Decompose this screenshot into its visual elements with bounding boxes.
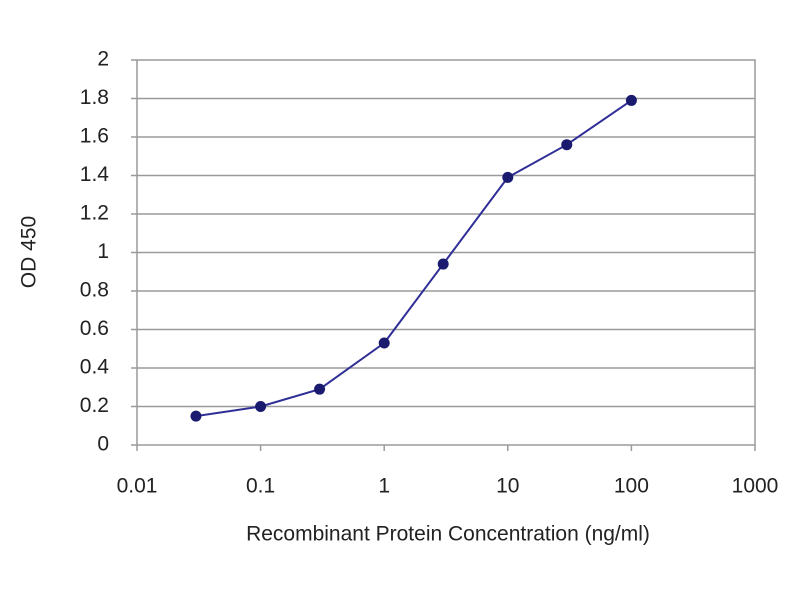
- x-tick-label: 100: [614, 475, 649, 498]
- data-point: [437, 258, 449, 270]
- y-tick-label: 0.4: [80, 356, 110, 379]
- data-point: [502, 171, 514, 183]
- data-point: [561, 139, 573, 151]
- data-point: [255, 401, 267, 412]
- data-point: [190, 410, 202, 422]
- y-tick-label: 1.4: [80, 163, 110, 186]
- y-tick-label: 0: [97, 433, 109, 456]
- y-tick-label: 0.2: [80, 394, 109, 417]
- x-tick-label: 1000: [732, 475, 779, 498]
- x-tick-label: 0.1: [246, 475, 275, 498]
- y-tick-label: 1.6: [80, 125, 109, 148]
- data-point: [314, 383, 326, 395]
- y-tick-label: 0.6: [80, 317, 109, 340]
- x-tick-label: 1: [378, 475, 390, 498]
- y-axis-label: OD 450: [18, 216, 41, 288]
- y-tick-label: 1.8: [80, 86, 109, 109]
- y-tick-label: 0.8: [80, 279, 109, 302]
- y-tick-label: 2: [97, 48, 109, 71]
- x-axis-label: Recombinant Protein Concentration (ng/ml…: [246, 523, 650, 546]
- data-point: [625, 94, 637, 106]
- x-tick-label: 0.01: [117, 475, 158, 498]
- y-tick-label: 1.2: [80, 202, 109, 225]
- y-tick-label: 1: [97, 240, 109, 263]
- x-tick-label: 10: [496, 475, 519, 498]
- data-line: [195, 99, 632, 418]
- data-point: [378, 337, 390, 349]
